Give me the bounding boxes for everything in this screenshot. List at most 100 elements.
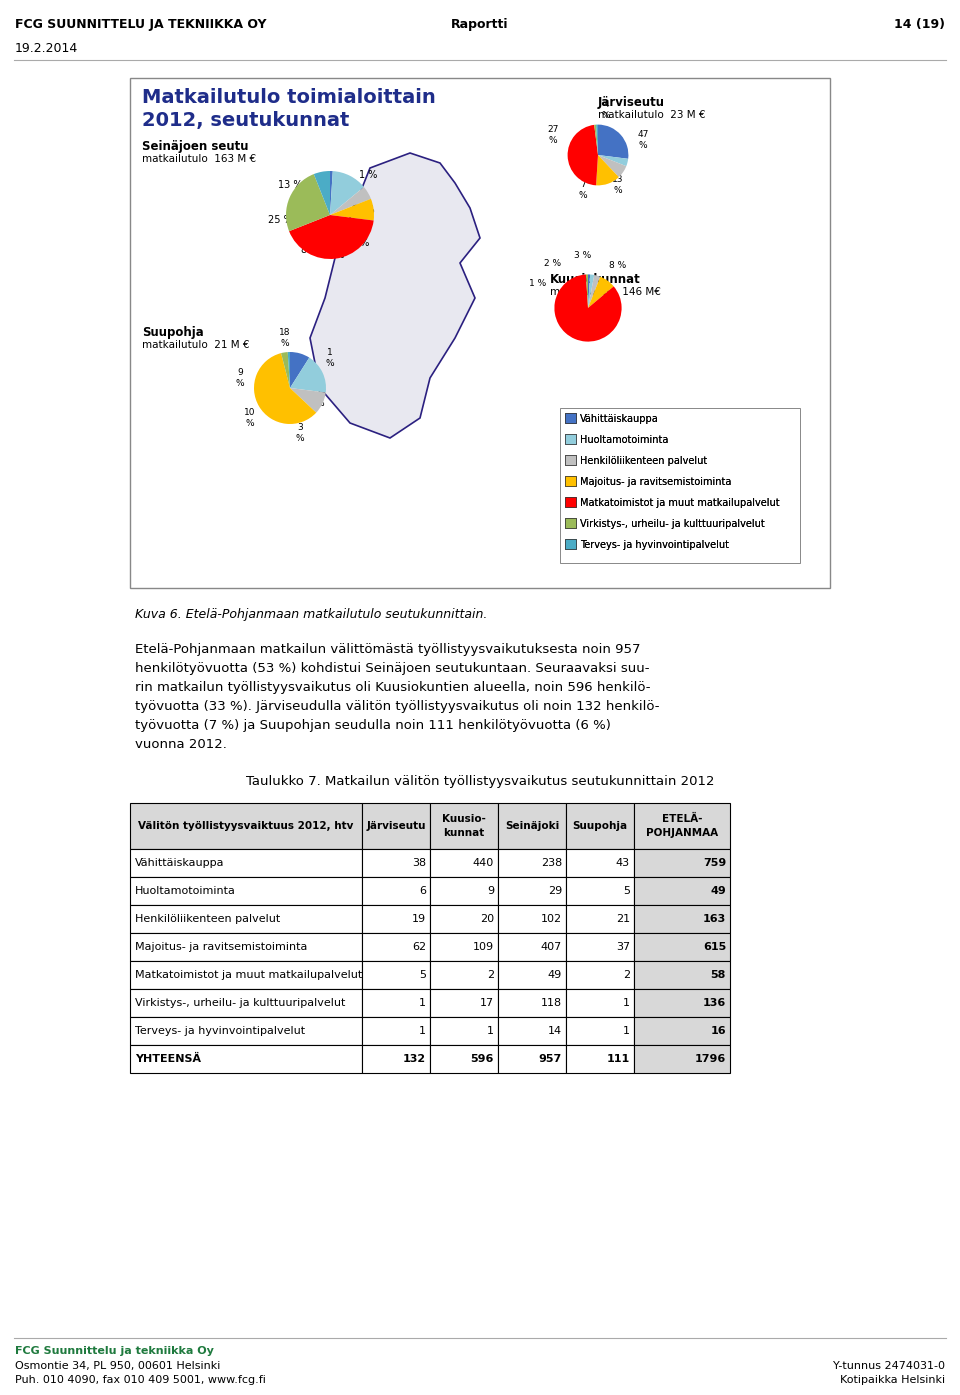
Wedge shape: [598, 155, 628, 166]
Bar: [634, 905, 730, 933]
Wedge shape: [594, 124, 598, 155]
Bar: [566, 877, 634, 905]
Text: 1: 1: [623, 1025, 630, 1036]
Wedge shape: [598, 155, 626, 177]
Text: 17: 17: [480, 997, 494, 1009]
Bar: [566, 804, 634, 850]
Text: 440: 440: [472, 858, 494, 868]
Text: 1796: 1796: [695, 1055, 726, 1064]
Bar: [430, 850, 498, 877]
Bar: [430, 1017, 498, 1045]
Text: 9: 9: [487, 886, 494, 896]
Text: 596: 596: [470, 1055, 494, 1064]
Text: Kotipaikka Helsinki: Kotipaikka Helsinki: [840, 1375, 945, 1385]
Wedge shape: [281, 353, 290, 388]
Text: 2 %: 2 %: [544, 258, 562, 268]
Text: Matkailutulo toimialoittain: Matkailutulo toimialoittain: [142, 88, 436, 107]
Bar: [634, 933, 730, 961]
Text: henkilötyövuotta (53 %) kohdistui Seinäjoen seutukuntaan. Seuraavaksi suu-: henkilötyövuotta (53 %) kohdistui Seinäj…: [135, 663, 650, 675]
Bar: [634, 1045, 730, 1073]
Text: YHTEENSÄ: YHTEENSÄ: [135, 1055, 201, 1064]
Text: Kuusio-: Kuusio-: [442, 815, 486, 824]
Text: Terveys- ja hyvinvointipalvelut: Terveys- ja hyvinvointipalvelut: [580, 540, 729, 550]
Text: 407: 407: [540, 942, 562, 951]
Text: 7
%: 7 %: [579, 180, 588, 199]
Wedge shape: [290, 357, 326, 392]
Text: 58: 58: [710, 970, 726, 981]
Bar: [565, 434, 576, 444]
Text: Henkilöliikenteen palvelut: Henkilöliikenteen palvelut: [580, 456, 708, 466]
Text: 1: 1: [487, 1025, 494, 1036]
Text: 86 %: 86 %: [571, 308, 595, 318]
Text: työvuotta (7 %) ja Suupohjan seudulla noin 111 henkilötyövuotta (6 %): työvuotta (7 %) ja Suupohjan seudulla no…: [135, 718, 611, 732]
Bar: [498, 933, 566, 961]
Wedge shape: [588, 275, 594, 308]
Wedge shape: [555, 275, 621, 342]
Text: Raportti: Raportti: [451, 18, 509, 31]
Text: Huoltamotoiminta: Huoltamotoiminta: [580, 435, 668, 445]
Text: Suupohja: Suupohja: [572, 822, 628, 831]
Text: Henkilöliikenteen palvelut: Henkilöliikenteen palvelut: [135, 914, 280, 923]
Text: 2: 2: [623, 970, 630, 981]
Text: Henkilöliikenteen palvelut: Henkilöliikenteen palvelut: [580, 456, 708, 466]
Text: 19.2.2014: 19.2.2014: [15, 42, 79, 54]
Bar: [565, 434, 576, 444]
Bar: [362, 989, 430, 1017]
Text: 1: 1: [419, 997, 426, 1009]
Text: Matkatoimistot ja muut matkailupalvelut: Matkatoimistot ja muut matkailupalvelut: [135, 970, 362, 981]
Bar: [130, 933, 362, 961]
Text: 27
%: 27 %: [547, 126, 559, 145]
Text: FCG Suunnittelu ja tekniikka Oy: FCG Suunnittelu ja tekniikka Oy: [15, 1346, 214, 1356]
Bar: [565, 455, 576, 465]
Wedge shape: [588, 276, 613, 308]
Bar: [565, 413, 576, 423]
Bar: [634, 804, 730, 850]
Text: 2: 2: [487, 970, 494, 981]
Bar: [130, 961, 362, 989]
Text: Matkatoimistot ja muut matkailupalvelut: Matkatoimistot ja muut matkailupalvelut: [580, 498, 780, 508]
Bar: [565, 538, 576, 550]
Text: 1: 1: [623, 997, 630, 1009]
Bar: [130, 1017, 362, 1045]
Text: 59
%: 59 %: [314, 388, 325, 407]
Wedge shape: [286, 174, 330, 232]
Wedge shape: [598, 124, 629, 159]
Bar: [430, 1045, 498, 1073]
Bar: [634, 877, 730, 905]
Text: 8 %: 8 %: [300, 246, 319, 255]
Bar: [634, 989, 730, 1017]
Bar: [130, 850, 362, 877]
Bar: [566, 1045, 634, 1073]
Text: Huoltamotoiminta: Huoltamotoiminta: [135, 886, 236, 896]
Bar: [565, 413, 576, 423]
Text: 9
%: 9 %: [236, 368, 244, 388]
Bar: [362, 961, 430, 989]
Text: Seinäjoki: Seinäjoki: [505, 822, 559, 831]
Text: 21: 21: [616, 914, 630, 923]
Text: 8 %: 8 %: [610, 261, 627, 271]
Text: Osmontie 34, PL 950, 00601 Helsinki: Osmontie 34, PL 950, 00601 Helsinki: [15, 1362, 221, 1371]
Text: Majoitus- ja ravitsemistoiminta: Majoitus- ja ravitsemistoiminta: [580, 477, 732, 487]
Text: Vähittäiskauppa: Vähittäiskauppa: [135, 858, 225, 868]
Bar: [565, 497, 576, 506]
Bar: [362, 877, 430, 905]
Bar: [430, 905, 498, 933]
Text: 62: 62: [412, 942, 426, 951]
Bar: [498, 961, 566, 989]
Text: rin matkailun työllistyysvaikutus oli Kuusiokuntien alueella, noin 596 henkilö-: rin matkailun työllistyysvaikutus oli Ku…: [135, 681, 651, 693]
Text: matkailutulo  21 M €: matkailutulo 21 M €: [142, 340, 250, 350]
Text: Y-tunnus 2474031-0: Y-tunnus 2474031-0: [833, 1362, 945, 1371]
Text: Suupohja: Suupohja: [142, 326, 204, 339]
Text: 18
%: 18 %: [279, 328, 291, 347]
Bar: [498, 850, 566, 877]
Text: vuonna 2012.: vuonna 2012.: [135, 738, 227, 751]
Text: 25 %: 25 %: [268, 215, 293, 225]
Text: matkailutulo  163 M €: matkailutulo 163 M €: [142, 153, 256, 165]
Text: Majoitus- ja ravitsemistoiminta: Majoitus- ja ravitsemistoiminta: [580, 477, 732, 487]
Text: 42 %: 42 %: [350, 205, 374, 215]
Bar: [430, 877, 498, 905]
Text: 5 %: 5 %: [325, 250, 345, 259]
Bar: [130, 905, 362, 933]
Bar: [565, 518, 576, 527]
Text: 3
%: 3 %: [296, 423, 304, 442]
